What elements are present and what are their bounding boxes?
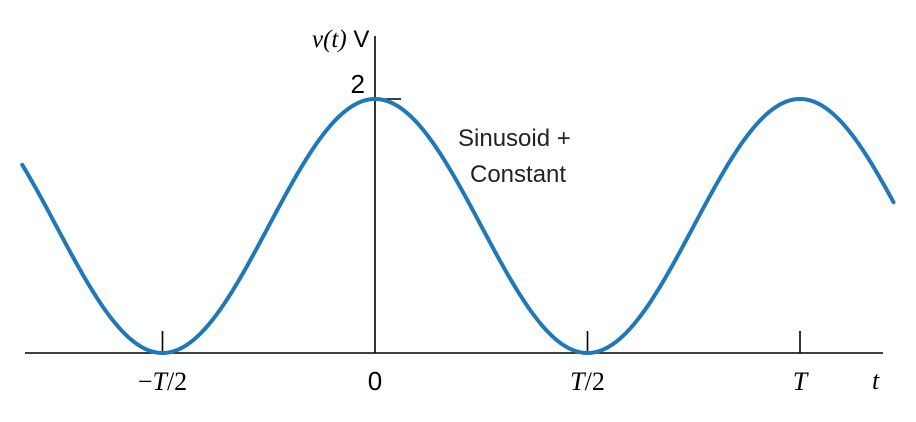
x-tick-label-1: 0 (368, 366, 382, 396)
x-tick-label-3: T (793, 367, 809, 396)
series-line-voltage (20, 97, 896, 355)
annotation-line-2: Constant (470, 161, 566, 188)
y-axis-label: v(t) V (312, 26, 369, 53)
x-ticks: −T/2 0 T/2 T (138, 331, 809, 396)
x-axis-label: t (872, 366, 880, 395)
y-tick-label-0: 2 (351, 69, 365, 99)
x-tick-label-0: −T/2 (138, 367, 187, 396)
annotation-line-1: Sinusoid + (458, 125, 571, 152)
axes (25, 36, 883, 354)
x-tick-label-2: T/2 (570, 367, 605, 396)
